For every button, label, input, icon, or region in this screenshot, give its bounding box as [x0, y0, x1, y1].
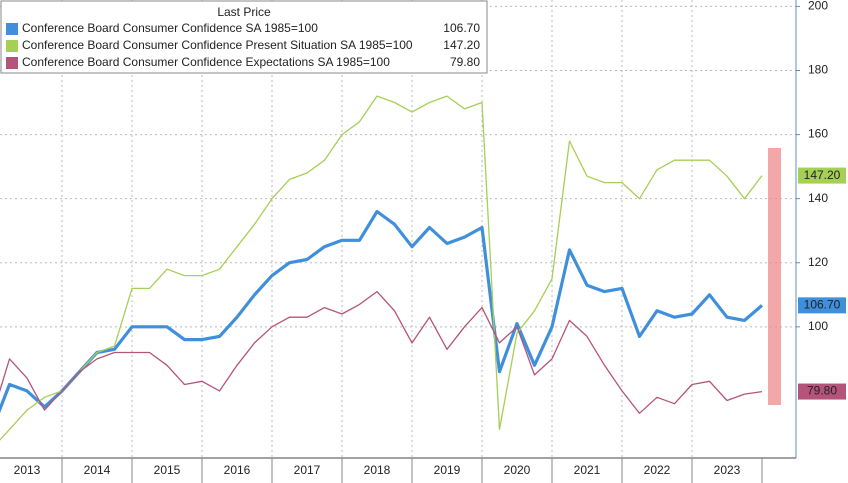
legend-header: Last Price	[217, 5, 271, 19]
last-value-label: 106.70	[804, 298, 841, 312]
y-tick-label: 100	[808, 319, 828, 333]
x-tick-label: 2023	[714, 463, 741, 477]
grid	[0, 0, 796, 458]
x-tick-label: 2014	[84, 463, 111, 477]
legend-value: 106.70	[443, 21, 480, 35]
legend-swatch	[6, 57, 18, 69]
legend-label: Conference Board Consumer Confidence Exp…	[22, 55, 390, 69]
legend-label: Conference Board Consumer Confidence Pre…	[22, 38, 413, 52]
legend: Last Price Conference Board Consumer Con…	[0, 0, 488, 74]
x-tick-label: 2017	[294, 463, 321, 477]
x-tick-label: 2019	[434, 463, 461, 477]
last-value-label: 147.20	[804, 168, 841, 182]
axes: 100 120 140 160 180 200 2013 2014 2015 2016 2017 20…	[14, 0, 846, 483]
y-tick-label: 200	[808, 0, 828, 13]
last-value-label: 79.80	[807, 384, 837, 398]
y-tick-label: 160	[808, 127, 828, 141]
x-tick-label: 2015	[154, 463, 181, 477]
x-tick-label: 2013	[14, 463, 41, 477]
last-value-box	[798, 167, 846, 184]
last-value-box	[798, 297, 846, 314]
legend-box	[0, 0, 488, 74]
x-tick-label: 2020	[504, 463, 531, 477]
series-line	[0, 209, 764, 414]
last-value-box	[798, 383, 846, 400]
plot	[0, 95, 764, 441]
legend-value: 147.20	[443, 38, 480, 52]
x-tick-label: 2018	[364, 463, 391, 477]
legend-label: Conference Board Consumer Confidence SA …	[22, 21, 318, 35]
legend-swatch	[6, 23, 18, 35]
series-line	[0, 95, 763, 441]
x-tick-label: 2022	[644, 463, 671, 477]
highlight-band	[768, 148, 781, 405]
series-line	[0, 290, 763, 414]
x-tick-label: 2016	[224, 463, 251, 477]
y-tick-label: 180	[808, 63, 828, 77]
y-tick-label: 140	[808, 191, 828, 205]
x-tick-label: 2021	[574, 463, 601, 477]
y-tick-label: 120	[808, 255, 828, 269]
legend-value: 79.80	[450, 55, 480, 69]
legend-swatch	[6, 40, 18, 52]
